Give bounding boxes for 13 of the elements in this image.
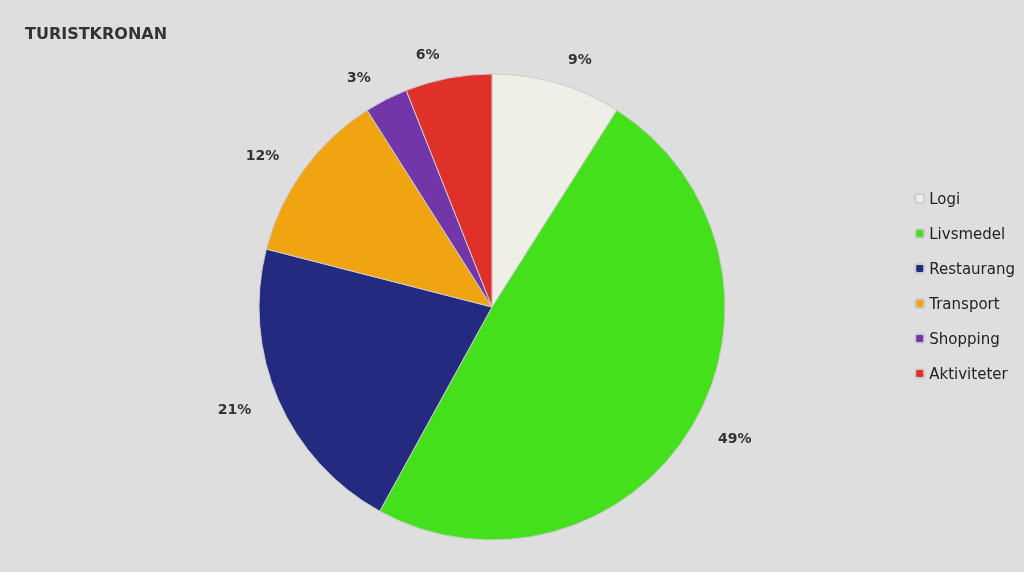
legend-label: Logi xyxy=(929,189,961,208)
data-label: 6% xyxy=(415,45,440,62)
legend-label: Aktiviteter xyxy=(929,364,1009,383)
legend-label: Livsmedel xyxy=(929,224,1006,243)
data-label: 3% xyxy=(347,69,371,86)
legend-label: Shopping xyxy=(929,329,1000,348)
data-label: 12% xyxy=(245,147,280,164)
legend-label: Transport xyxy=(928,294,1000,313)
legend-label: Restaurang xyxy=(929,259,1016,278)
data-label: 9% xyxy=(567,51,592,68)
data-label: 49% xyxy=(718,430,752,447)
chart-title: TURISTKRONAN xyxy=(25,23,168,43)
data-label: 21% xyxy=(217,401,252,418)
